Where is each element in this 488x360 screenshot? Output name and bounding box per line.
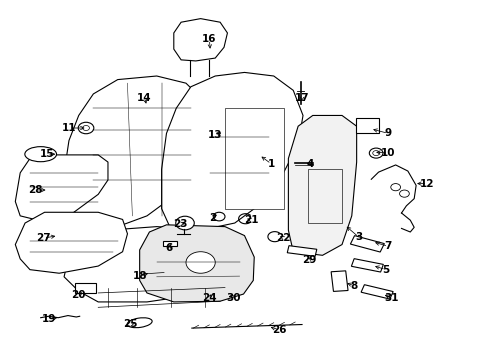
Text: 27: 27 [36,233,51,243]
Polygon shape [350,236,384,252]
Circle shape [390,184,400,191]
Circle shape [78,122,94,134]
Text: 7: 7 [384,241,391,251]
Text: 29: 29 [301,255,315,265]
Circle shape [368,148,382,158]
Polygon shape [15,212,127,273]
Polygon shape [75,283,96,293]
Circle shape [372,150,379,156]
Text: 18: 18 [132,271,146,281]
Polygon shape [355,118,378,133]
Text: 6: 6 [165,243,172,253]
Polygon shape [140,225,254,302]
Polygon shape [286,246,316,256]
Text: 17: 17 [294,93,309,103]
Circle shape [82,126,89,131]
Circle shape [399,190,408,197]
Text: 12: 12 [419,179,434,189]
Text: 23: 23 [173,219,187,229]
Text: 24: 24 [202,293,216,303]
Text: 22: 22 [276,233,290,243]
Polygon shape [224,108,283,209]
Text: 4: 4 [306,159,313,169]
Text: 20: 20 [71,291,86,301]
Text: 19: 19 [42,314,57,324]
Text: 1: 1 [267,159,274,169]
Text: 2: 2 [209,213,216,222]
Polygon shape [64,226,229,302]
Polygon shape [330,271,347,292]
Text: 25: 25 [122,319,137,329]
Text: 10: 10 [380,148,395,158]
Circle shape [213,212,224,221]
Text: 26: 26 [272,325,286,335]
Text: 13: 13 [207,130,222,140]
Polygon shape [351,259,383,272]
Polygon shape [307,169,341,223]
Polygon shape [162,241,177,246]
Text: 9: 9 [384,129,391,138]
Text: 31: 31 [384,293,398,303]
Text: 3: 3 [355,232,362,242]
Text: 21: 21 [244,215,259,225]
Circle shape [175,216,194,230]
Text: 16: 16 [202,35,216,44]
Polygon shape [173,19,227,61]
Polygon shape [360,285,392,299]
Circle shape [185,252,215,273]
Polygon shape [288,116,356,255]
Text: 5: 5 [382,265,389,275]
Text: 14: 14 [137,93,152,103]
Text: 28: 28 [28,185,43,195]
Polygon shape [161,72,303,230]
Text: 30: 30 [226,293,241,303]
Text: 8: 8 [350,281,357,291]
Ellipse shape [25,147,57,162]
Text: 15: 15 [40,149,54,159]
Polygon shape [15,155,108,223]
Ellipse shape [127,318,152,328]
Polygon shape [64,76,205,226]
Text: 11: 11 [61,123,76,133]
